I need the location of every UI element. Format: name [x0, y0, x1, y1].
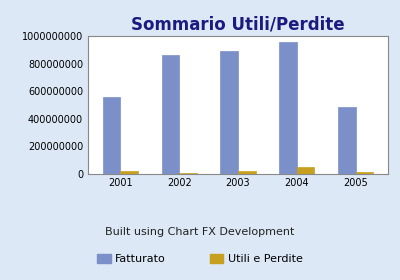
- Bar: [103, 97, 120, 174]
- Title: Sommario Utili/Perdite: Sommario Utili/Perdite: [131, 15, 345, 33]
- Text: Built using Chart FX Development: Built using Chart FX Development: [105, 227, 295, 237]
- Legend: Fatturato, Utili e Perdite: Fatturato, Utili e Perdite: [93, 250, 307, 269]
- Bar: [179, 173, 197, 174]
- Bar: [220, 51, 238, 174]
- Bar: [162, 55, 179, 174]
- Bar: [238, 171, 256, 174]
- Bar: [297, 167, 314, 174]
- Bar: [356, 172, 373, 174]
- Bar: [338, 107, 356, 174]
- Bar: [120, 171, 138, 174]
- Bar: [279, 42, 297, 174]
